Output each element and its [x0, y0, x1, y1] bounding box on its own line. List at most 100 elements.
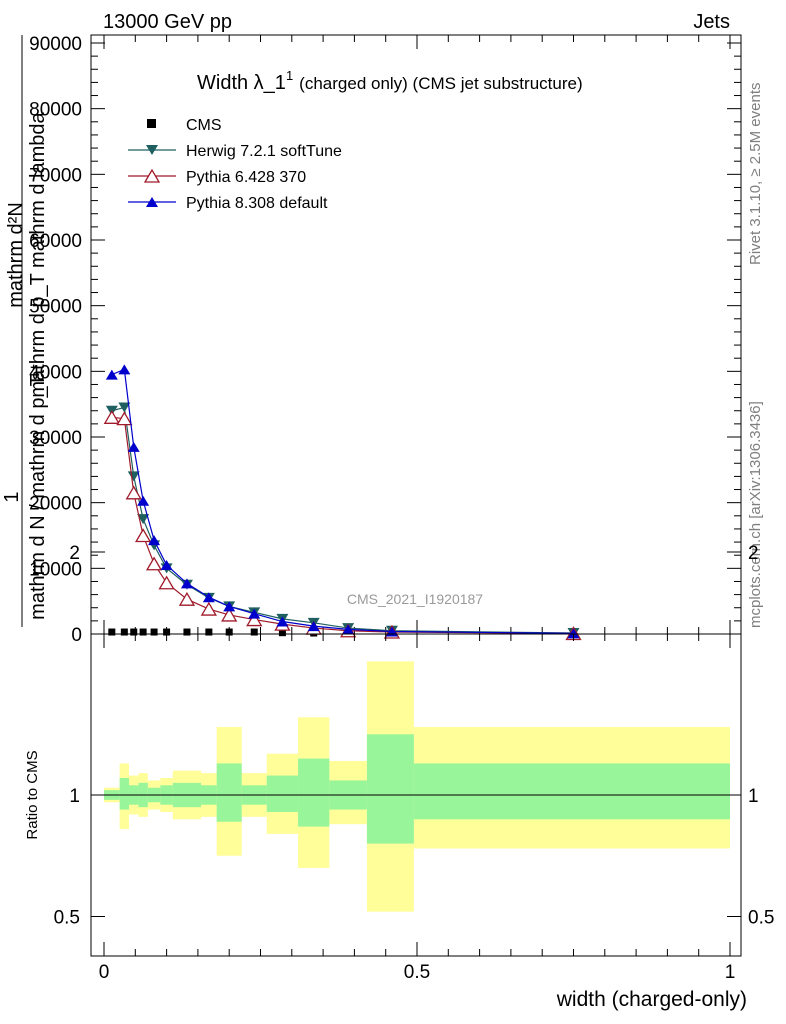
ylabel-line-3: 1 [1, 491, 23, 502]
data-point [180, 578, 193, 589]
main-ytick-label: 60000 [29, 231, 82, 252]
main-ytick-label: 20000 [29, 494, 82, 515]
data-point [120, 628, 128, 636]
legend: CMS Herwig 7.2.1 softTune Pythia 6.428 3… [128, 117, 342, 212]
legend-label-pythia6: Pythia 6.428 370 [186, 169, 306, 186]
main-ytick-label: 30000 [29, 428, 82, 449]
data-point [183, 628, 191, 636]
ratio-ytick-label-right: 0.5 [748, 908, 774, 929]
series-triangle-down [105, 402, 580, 639]
legend-marker-pythia6 [143, 168, 161, 183]
data-point [278, 629, 286, 637]
main-ytick-label: 90000 [29, 34, 82, 55]
data-point [116, 411, 133, 426]
data-point [105, 369, 118, 380]
main-ytick-label: 80000 [29, 100, 82, 121]
data-point [250, 628, 258, 636]
main-ytick-label: 40000 [29, 362, 82, 383]
ratio-ytick-label: 2 [69, 543, 80, 564]
legend-label-cms: CMS [186, 117, 222, 134]
data-point [163, 628, 171, 636]
x-tick-label: 1 [725, 962, 736, 983]
x-axis-label: width (charged-only) [556, 988, 747, 1011]
data-point [127, 471, 140, 482]
x-tick-label: 0 [99, 962, 110, 983]
data-point [158, 575, 175, 590]
rivet-label: Rivet 3.1.10, ≥ 2.5M events [747, 83, 764, 266]
legend-marker-herwig [146, 145, 158, 155]
main-ytick-label: 0 [71, 625, 82, 646]
ratio-x-ticks: 0 0.5 1 [99, 634, 736, 983]
series-line [111, 416, 574, 635]
series-triangle-up [105, 364, 580, 639]
ratio-ytick-label: 0.5 [54, 908, 80, 929]
data-point [118, 364, 131, 375]
ratio-ytick-label-right: 1 [748, 786, 759, 807]
data-point [205, 628, 213, 636]
data-point [307, 621, 320, 632]
ratio-band-inner [216, 763, 242, 822]
ylabel-line-1: mathrm d²N [5, 202, 27, 308]
main-ytick-label: 10000 [29, 559, 82, 580]
data-point [127, 441, 140, 452]
header-left: 13000 GeV pp [103, 11, 232, 33]
legend-entry-pythia6: Pythia 6.428 370 [128, 168, 306, 186]
main-panel: 0 10000 20000 30000 40000 50000 60000 70000 8000… [1, 34, 742, 646]
ratio-band-inner [298, 758, 330, 827]
main-ytick-label: 70000 [29, 165, 82, 186]
main-y-ticks: 0 10000 20000 30000 40000 50000 60000 70000 8000… [29, 34, 741, 646]
data-point [342, 624, 355, 635]
series-line [111, 406, 574, 634]
ratio-y-ticks: 0.5 0.5 1 1 2 2 [54, 543, 775, 929]
legend-entry-pythia8: Pythia 8.308 default [128, 195, 328, 212]
data-point [125, 485, 142, 500]
legend-marker-pythia8 [146, 197, 158, 207]
data-point [225, 628, 233, 636]
data-point [248, 608, 261, 619]
data-point [276, 616, 289, 627]
ylabel-line-4: mathrm d N / mathrm d p_T [27, 374, 49, 620]
data-point [145, 556, 163, 571]
ratio-band-inner [366, 734, 414, 844]
x-tick-label: 0.5 [404, 962, 430, 983]
ratio-panel: 0.5 0.5 1 1 2 2 0 0.5 1 Ratio to CMS width (cha… [24, 543, 774, 1011]
legend-entry-herwig: Herwig 7.2.1 softTune [128, 143, 342, 160]
data-point [221, 607, 238, 622]
data-point [137, 514, 150, 525]
title-main: Width λ_1 [197, 72, 286, 94]
legend-marker-cms [147, 119, 156, 128]
ratio-band-inner [413, 763, 730, 820]
legend-entry-cms: CMS [147, 117, 222, 134]
data-point [246, 612, 263, 627]
ylabel-line-2: mathrm d p_T mathrm d lambda [27, 111, 49, 397]
series-layer [103, 364, 582, 641]
title-rest: (charged only) (CMS jet substructure) [299, 74, 582, 93]
data-point [223, 601, 236, 612]
ratio-band-inner [266, 775, 299, 813]
data-point [108, 628, 116, 636]
watermark: CMS_2021_I1920187 [347, 591, 483, 607]
data-point [130, 628, 138, 636]
data-point [148, 535, 161, 546]
data-point [178, 591, 196, 606]
main-y-label: mathrm d²N mathrm d p_T mathrm d lambda … [1, 35, 49, 627]
data-point [160, 560, 173, 571]
data-point [150, 628, 158, 636]
mcplots-label: mcplots.cern.ch [arXiv:1306.3436] [747, 401, 764, 628]
header-right: Jets [693, 11, 730, 33]
series-triangle-open [103, 410, 582, 641]
ratio-y-label: Ratio to CMS [24, 750, 41, 839]
data-point [103, 410, 120, 424]
data-point [139, 628, 147, 636]
data-point [118, 402, 131, 413]
data-point [200, 601, 217, 616]
main-ytick-label: 50000 [29, 297, 82, 318]
data-point [137, 495, 150, 506]
data-point [567, 628, 580, 639]
legend-label-herwig: Herwig 7.2.1 softTune [186, 143, 342, 160]
ratio-bands [104, 661, 730, 912]
plot-title: Width λ_11 (charged only) (CMS jet substr… [197, 68, 583, 94]
ratio-ytick-label-right: 2 [748, 543, 759, 564]
legend-label-pythia8: Pythia 8.308 default [186, 195, 328, 212]
